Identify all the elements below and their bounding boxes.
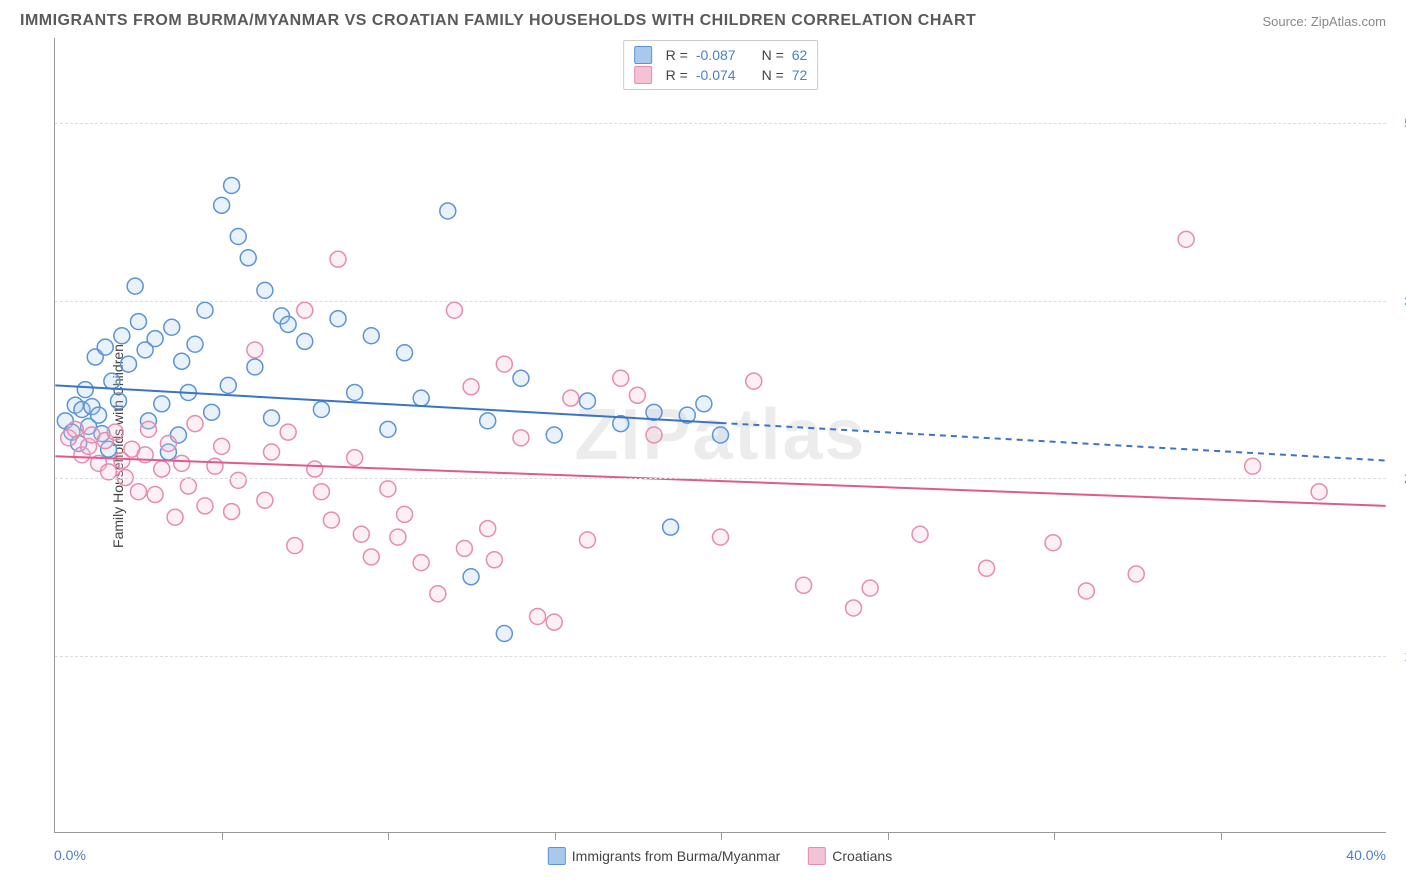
- x-tick: [1221, 832, 1222, 840]
- correlation-legend: R = -0.087 N = 62 R = -0.074 N = 72: [623, 40, 819, 90]
- legend-n-value-0: 62: [792, 47, 808, 63]
- chart-title: IMMIGRANTS FROM BURMA/MYANMAR VS CROATIA…: [20, 12, 976, 30]
- bottom-legend-item-1: Croatians: [808, 847, 892, 865]
- bottom-swatch-1: [808, 847, 826, 865]
- x-tick: [388, 832, 389, 840]
- gridline-h: [55, 478, 1386, 479]
- legend-r-label: R =: [666, 47, 688, 63]
- legend-swatch-1: [634, 66, 652, 84]
- bottom-swatch-0: [548, 847, 566, 865]
- x-tick: [721, 832, 722, 840]
- legend-r-value-1: -0.074: [696, 67, 736, 83]
- x-tick: [555, 832, 556, 840]
- scatter-svg: [55, 38, 1386, 832]
- bottom-legend-label-0: Immigrants from Burma/Myanmar: [572, 848, 780, 864]
- bottom-legend: Immigrants from Burma/Myanmar Croatians: [548, 847, 892, 865]
- legend-n-value-1: 72: [792, 67, 808, 83]
- x-tick: [222, 832, 223, 840]
- legend-r-value-0: -0.087: [696, 47, 736, 63]
- x-tick: [888, 832, 889, 840]
- gridline-h: [55, 123, 1386, 124]
- x-tick: [1054, 832, 1055, 840]
- bottom-legend-label-1: Croatians: [832, 848, 892, 864]
- source-attribution: Source: ZipAtlas.com: [1262, 14, 1386, 29]
- gridline-h: [55, 301, 1386, 302]
- legend-row-series-0: R = -0.087 N = 62: [634, 45, 808, 65]
- chart-header: IMMIGRANTS FROM BURMA/MYANMAR VS CROATIA…: [0, 0, 1406, 38]
- x-axis-min-label: 0.0%: [54, 847, 86, 863]
- legend-n-label: N =: [762, 47, 784, 63]
- x-axis-row: 0.0% Immigrants from Burma/Myanmar Croat…: [54, 847, 1386, 871]
- legend-r-label: R =: [666, 67, 688, 83]
- legend-row-series-1: R = -0.074 N = 72: [634, 65, 808, 85]
- x-axis-max-label: 40.0%: [1346, 847, 1386, 863]
- legend-n-label: N =: [762, 67, 784, 83]
- bottom-legend-item-0: Immigrants from Burma/Myanmar: [548, 847, 780, 865]
- chart-plot-area: R = -0.087 N = 62 R = -0.074 N = 72 ZIPa…: [54, 38, 1386, 833]
- gridline-h: [55, 656, 1386, 657]
- legend-swatch-0: [634, 46, 652, 64]
